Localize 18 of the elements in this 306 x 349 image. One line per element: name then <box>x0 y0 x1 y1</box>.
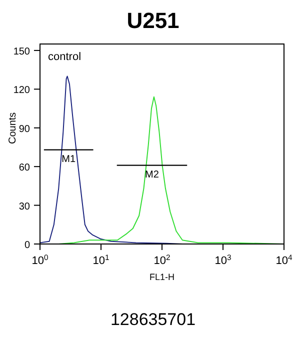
text: 128635701 <box>109 310 197 330</box>
x-tick-label: 10$^{1}$ <box>92 252 110 267</box>
x-tick-label: 10$^{0}$ <box>32 252 48 267</box>
y-tick-label: 150 <box>13 46 30 58</box>
series-label: M1 <box>62 154 76 165</box>
y-tick-label: 0 <box>24 240 30 251</box>
y-tick-label: 120 <box>13 85 30 96</box>
y-tick-label: 60 <box>18 162 30 174</box>
y-axis-title: Counts <box>8 112 19 144</box>
series-label: M2 <box>145 169 160 180</box>
x-axis-title: FL1-H <box>149 272 175 282</box>
chart-title: U251 <box>126 8 180 35</box>
x-tick-label: 10$^{4}$ <box>276 252 293 267</box>
y-tick-label: 90 <box>18 124 30 135</box>
annotation: control <box>48 51 82 63</box>
x-tick-label: 10$^{3}$ <box>214 252 232 267</box>
y-tick-label: 30 <box>18 201 30 212</box>
x-tick-label: 10$^{2}$ <box>154 252 170 267</box>
